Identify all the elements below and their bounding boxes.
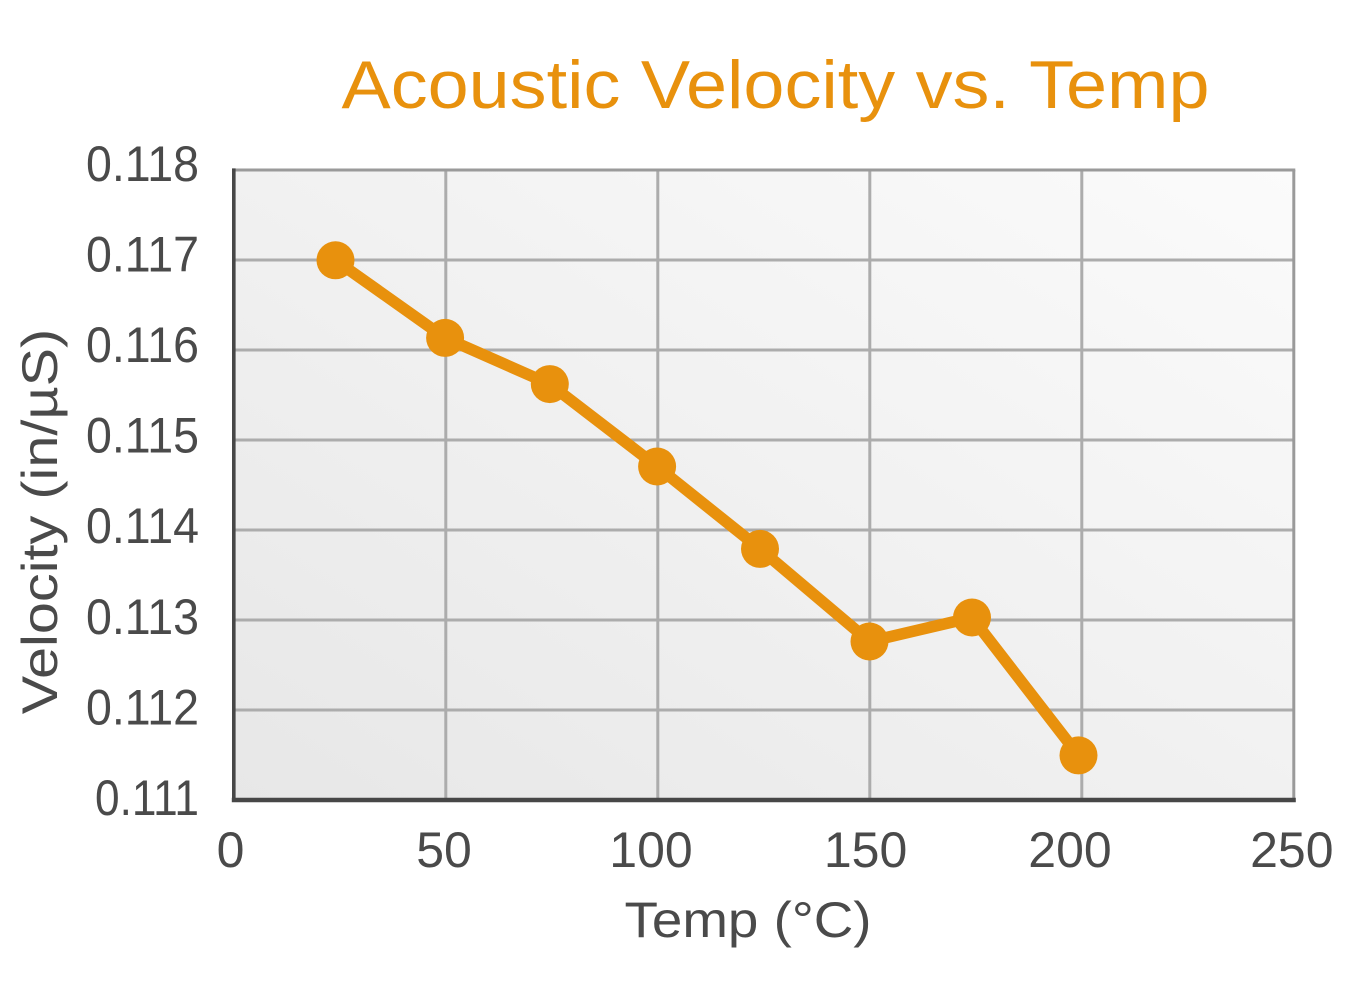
- svg-text:0.114: 0.114: [86, 498, 199, 554]
- svg-text:0.113: 0.113: [86, 589, 199, 645]
- svg-text:Acoustic Velocity vs. Temp: Acoustic Velocity vs. Temp: [342, 47, 1210, 123]
- svg-text:0: 0: [217, 822, 245, 878]
- svg-text:50: 50: [416, 822, 472, 878]
- svg-text:0.112: 0.112: [86, 679, 199, 735]
- svg-text:250: 250: [1250, 822, 1333, 878]
- svg-text:0.116: 0.116: [86, 317, 199, 373]
- svg-text:Velocity (in/µS): Velocity (in/µS): [12, 329, 68, 715]
- svg-text:0.115: 0.115: [86, 408, 199, 464]
- svg-text:Temp (°C): Temp (°C): [625, 892, 872, 948]
- svg-text:100: 100: [609, 822, 692, 878]
- svg-text:0.111: 0.111: [95, 770, 199, 826]
- svg-text:0.117: 0.117: [86, 227, 199, 283]
- svg-text:0.118: 0.118: [86, 136, 199, 192]
- svg-text:150: 150: [824, 822, 907, 878]
- svg-text:200: 200: [1028, 822, 1111, 878]
